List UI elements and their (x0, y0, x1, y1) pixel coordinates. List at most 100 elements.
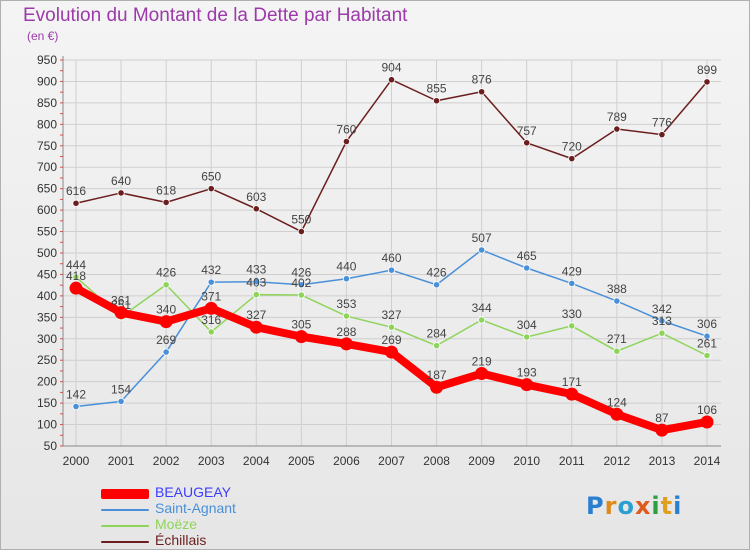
y-tick-label: 750 (37, 139, 57, 153)
y-tick-label: 350 (37, 310, 57, 324)
data-label: 616 (66, 184, 86, 198)
data-point (117, 189, 125, 197)
y-tick-label: 150 (37, 396, 57, 410)
y-tick-label: 300 (37, 332, 57, 346)
data-label: 316 (201, 313, 221, 327)
data-label: 340 (156, 303, 176, 317)
data-point (565, 387, 579, 401)
chart-title: Evolution du Montant de la Dette par Hab… (23, 5, 408, 26)
data-point (430, 380, 444, 394)
data-label: 899 (697, 63, 717, 77)
data-label: 313 (652, 314, 672, 328)
data-label: 154 (111, 382, 131, 396)
data-point (658, 317, 666, 325)
data-point (568, 279, 576, 288)
data-label: 344 (472, 301, 492, 315)
data-point (387, 323, 396, 331)
data-point (568, 322, 576, 330)
y-tick-label: 200 (37, 375, 57, 389)
data-point (69, 281, 83, 295)
data-label: 330 (562, 307, 582, 321)
line-chart: 50 100 150 200 250 300 350 400 450 500 550 600 650 70… (37, 53, 721, 468)
x-tick-label: 2008 (423, 454, 450, 468)
data-label: 327 (381, 308, 401, 322)
data-point (72, 402, 80, 411)
data-label: 402 (291, 276, 311, 290)
data-label: 269 (156, 333, 176, 347)
data-label: 757 (517, 124, 537, 138)
data-point (658, 329, 666, 337)
x-tick-label: 2014 (694, 454, 721, 468)
data-point (249, 320, 263, 334)
data-point (385, 345, 398, 359)
legend-item: Moëze (101, 516, 341, 533)
data-label: 388 (607, 282, 627, 296)
data-point (478, 246, 486, 254)
y-tick-label: 250 (37, 353, 57, 367)
data-point (523, 333, 531, 341)
data-label: 650 (201, 170, 221, 184)
y-tick-label: 650 (37, 182, 57, 196)
data-point (523, 139, 531, 147)
data-label: 460 (381, 251, 401, 265)
data-label: 305 (291, 318, 311, 332)
legend-label: Moëze (155, 516, 198, 532)
data-point (117, 397, 125, 405)
data-label: 193 (517, 366, 537, 380)
data-label: 371 (201, 289, 221, 303)
y-tick-label: 900 (37, 74, 57, 88)
data-label: 304 (517, 318, 537, 332)
data-label: 429 (562, 264, 582, 278)
data-point (297, 281, 305, 289)
y-tick-label: 50 (44, 439, 58, 453)
data-label: 187 (427, 368, 447, 382)
data-point (162, 281, 170, 289)
data-point (568, 155, 576, 163)
data-point (114, 306, 128, 320)
data-label: 306 (697, 317, 717, 331)
data-label: 432 (201, 263, 221, 277)
data-point (339, 337, 353, 351)
data-point (297, 291, 305, 299)
data-point (655, 423, 669, 437)
data-point (162, 348, 170, 356)
data-label: 426 (291, 266, 311, 280)
data-label: 550 (291, 213, 311, 227)
legend-label: Saint-Agnant (155, 500, 236, 516)
y-tick-label: 800 (37, 117, 57, 131)
data-label: 219 (472, 355, 492, 369)
data-point (72, 273, 80, 281)
data-point (703, 351, 711, 360)
data-point (432, 342, 441, 350)
data-label: 269 (381, 333, 401, 347)
legend-label: Échillais (155, 532, 207, 548)
data-label: 507 (472, 231, 492, 245)
y-tick-label: 600 (37, 203, 57, 217)
data-point (703, 78, 711, 86)
data-point (207, 185, 215, 193)
y-tick-label: 500 (37, 246, 57, 260)
data-point (72, 199, 80, 207)
data-label: 361 (111, 294, 131, 308)
data-point (159, 315, 173, 329)
data-label: 418 (66, 269, 86, 283)
data-point (613, 347, 621, 355)
x-tick-label: 2001 (108, 454, 135, 468)
data-point (387, 76, 396, 84)
data-label: 403 (246, 276, 266, 290)
data-point (700, 415, 714, 429)
x-tick-label: 2002 (153, 454, 180, 468)
data-label: 342 (652, 302, 672, 316)
data-label: 142 (66, 388, 86, 402)
data-label: 124 (607, 395, 627, 409)
data-point (658, 131, 666, 139)
data-label: 106 (697, 403, 717, 417)
data-point (294, 330, 308, 344)
legend-item: Saint-Agnant (101, 500, 341, 517)
data-label: 776 (652, 116, 672, 130)
x-tick-label: 2009 (468, 454, 495, 468)
legend-swatch (101, 541, 149, 543)
data-label: 426 (156, 266, 176, 280)
data-label: 433 (246, 263, 266, 277)
data-point (478, 88, 486, 96)
